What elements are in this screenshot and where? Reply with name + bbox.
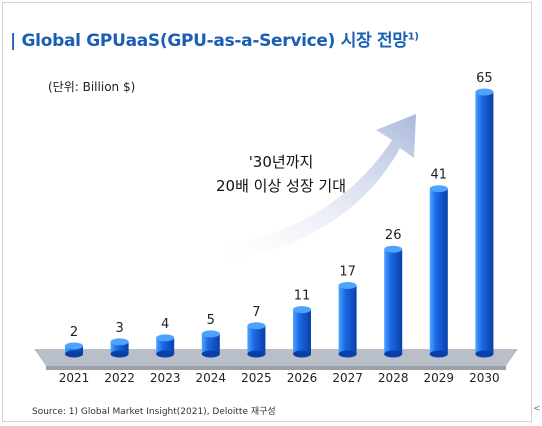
callout-line-1: '30년까지 <box>248 153 314 171</box>
source-note: Source: 1) Global Market Insight(2021), … <box>32 407 276 417</box>
bar <box>293 309 311 354</box>
data-label: 5 <box>207 313 215 328</box>
bar-base <box>110 350 129 358</box>
bar-base <box>429 350 448 358</box>
x-tick-label: 2023 <box>150 371 181 385</box>
bar-base <box>156 350 175 358</box>
data-label: 3 <box>115 321 123 336</box>
bar <box>338 285 357 354</box>
bar-top <box>201 330 220 338</box>
data-label: 4 <box>161 317 169 332</box>
bar-base <box>65 350 83 358</box>
bar-base <box>293 350 311 358</box>
bar <box>156 337 175 354</box>
bar <box>384 249 403 354</box>
bar-base <box>475 350 494 358</box>
x-tick-label: 2028 <box>378 371 409 385</box>
title-text: | Global GPUaaS(GPU-as-a-Service) 시장 전망 <box>10 31 408 51</box>
growth-arrow <box>222 114 416 262</box>
bar-top <box>247 322 266 330</box>
bar <box>201 333 220 354</box>
x-tick-label: 2029 <box>424 371 455 385</box>
unit-label: (단위: Billion $) <box>48 80 136 94</box>
chart-floor-edge <box>46 366 506 370</box>
x-tick-label: 2030 <box>469 371 500 385</box>
data-label: 65 <box>476 71 493 86</box>
data-label: 7 <box>252 305 260 320</box>
bar-base <box>247 350 266 358</box>
data-label: 26 <box>385 228 402 243</box>
bar <box>65 345 83 354</box>
data-label: 41 <box>431 168 448 183</box>
page-title: | Global GPUaaS(GPU-as-a-Service) 시장 전망1… <box>10 26 419 51</box>
bar <box>429 188 448 354</box>
x-tick-label: 2021 <box>59 371 90 385</box>
x-tick-label: 2022 <box>104 371 135 385</box>
bar-top <box>475 88 494 96</box>
bar-base <box>384 350 403 358</box>
data-label: 11 <box>294 289 311 304</box>
bar-top <box>110 338 129 346</box>
x-tick-label: 2024 <box>196 371 227 385</box>
callout-line-2: 20배 이상 성장 기대 <box>216 177 346 195</box>
bar-top <box>65 342 83 350</box>
x-tick-label: 2025 <box>241 371 272 385</box>
bar-top <box>293 306 311 314</box>
bar <box>475 92 494 354</box>
bar-top <box>429 185 448 193</box>
x-tick-label: 2026 <box>287 371 318 385</box>
title-footnote-marker: 1) <box>407 31 419 43</box>
bar-base <box>201 350 220 358</box>
x-tick-label: 2027 <box>332 371 363 385</box>
bar <box>247 325 266 354</box>
bar-top <box>384 245 403 253</box>
edge-mark: < <box>533 404 541 414</box>
bar-base <box>338 350 357 358</box>
bar-top <box>156 334 175 342</box>
bar-top <box>338 281 357 289</box>
growth-callout: '30년까지 20배 이상 성장 기대 <box>206 150 356 198</box>
data-label: 2 <box>70 325 78 340</box>
data-label: 17 <box>339 264 356 279</box>
